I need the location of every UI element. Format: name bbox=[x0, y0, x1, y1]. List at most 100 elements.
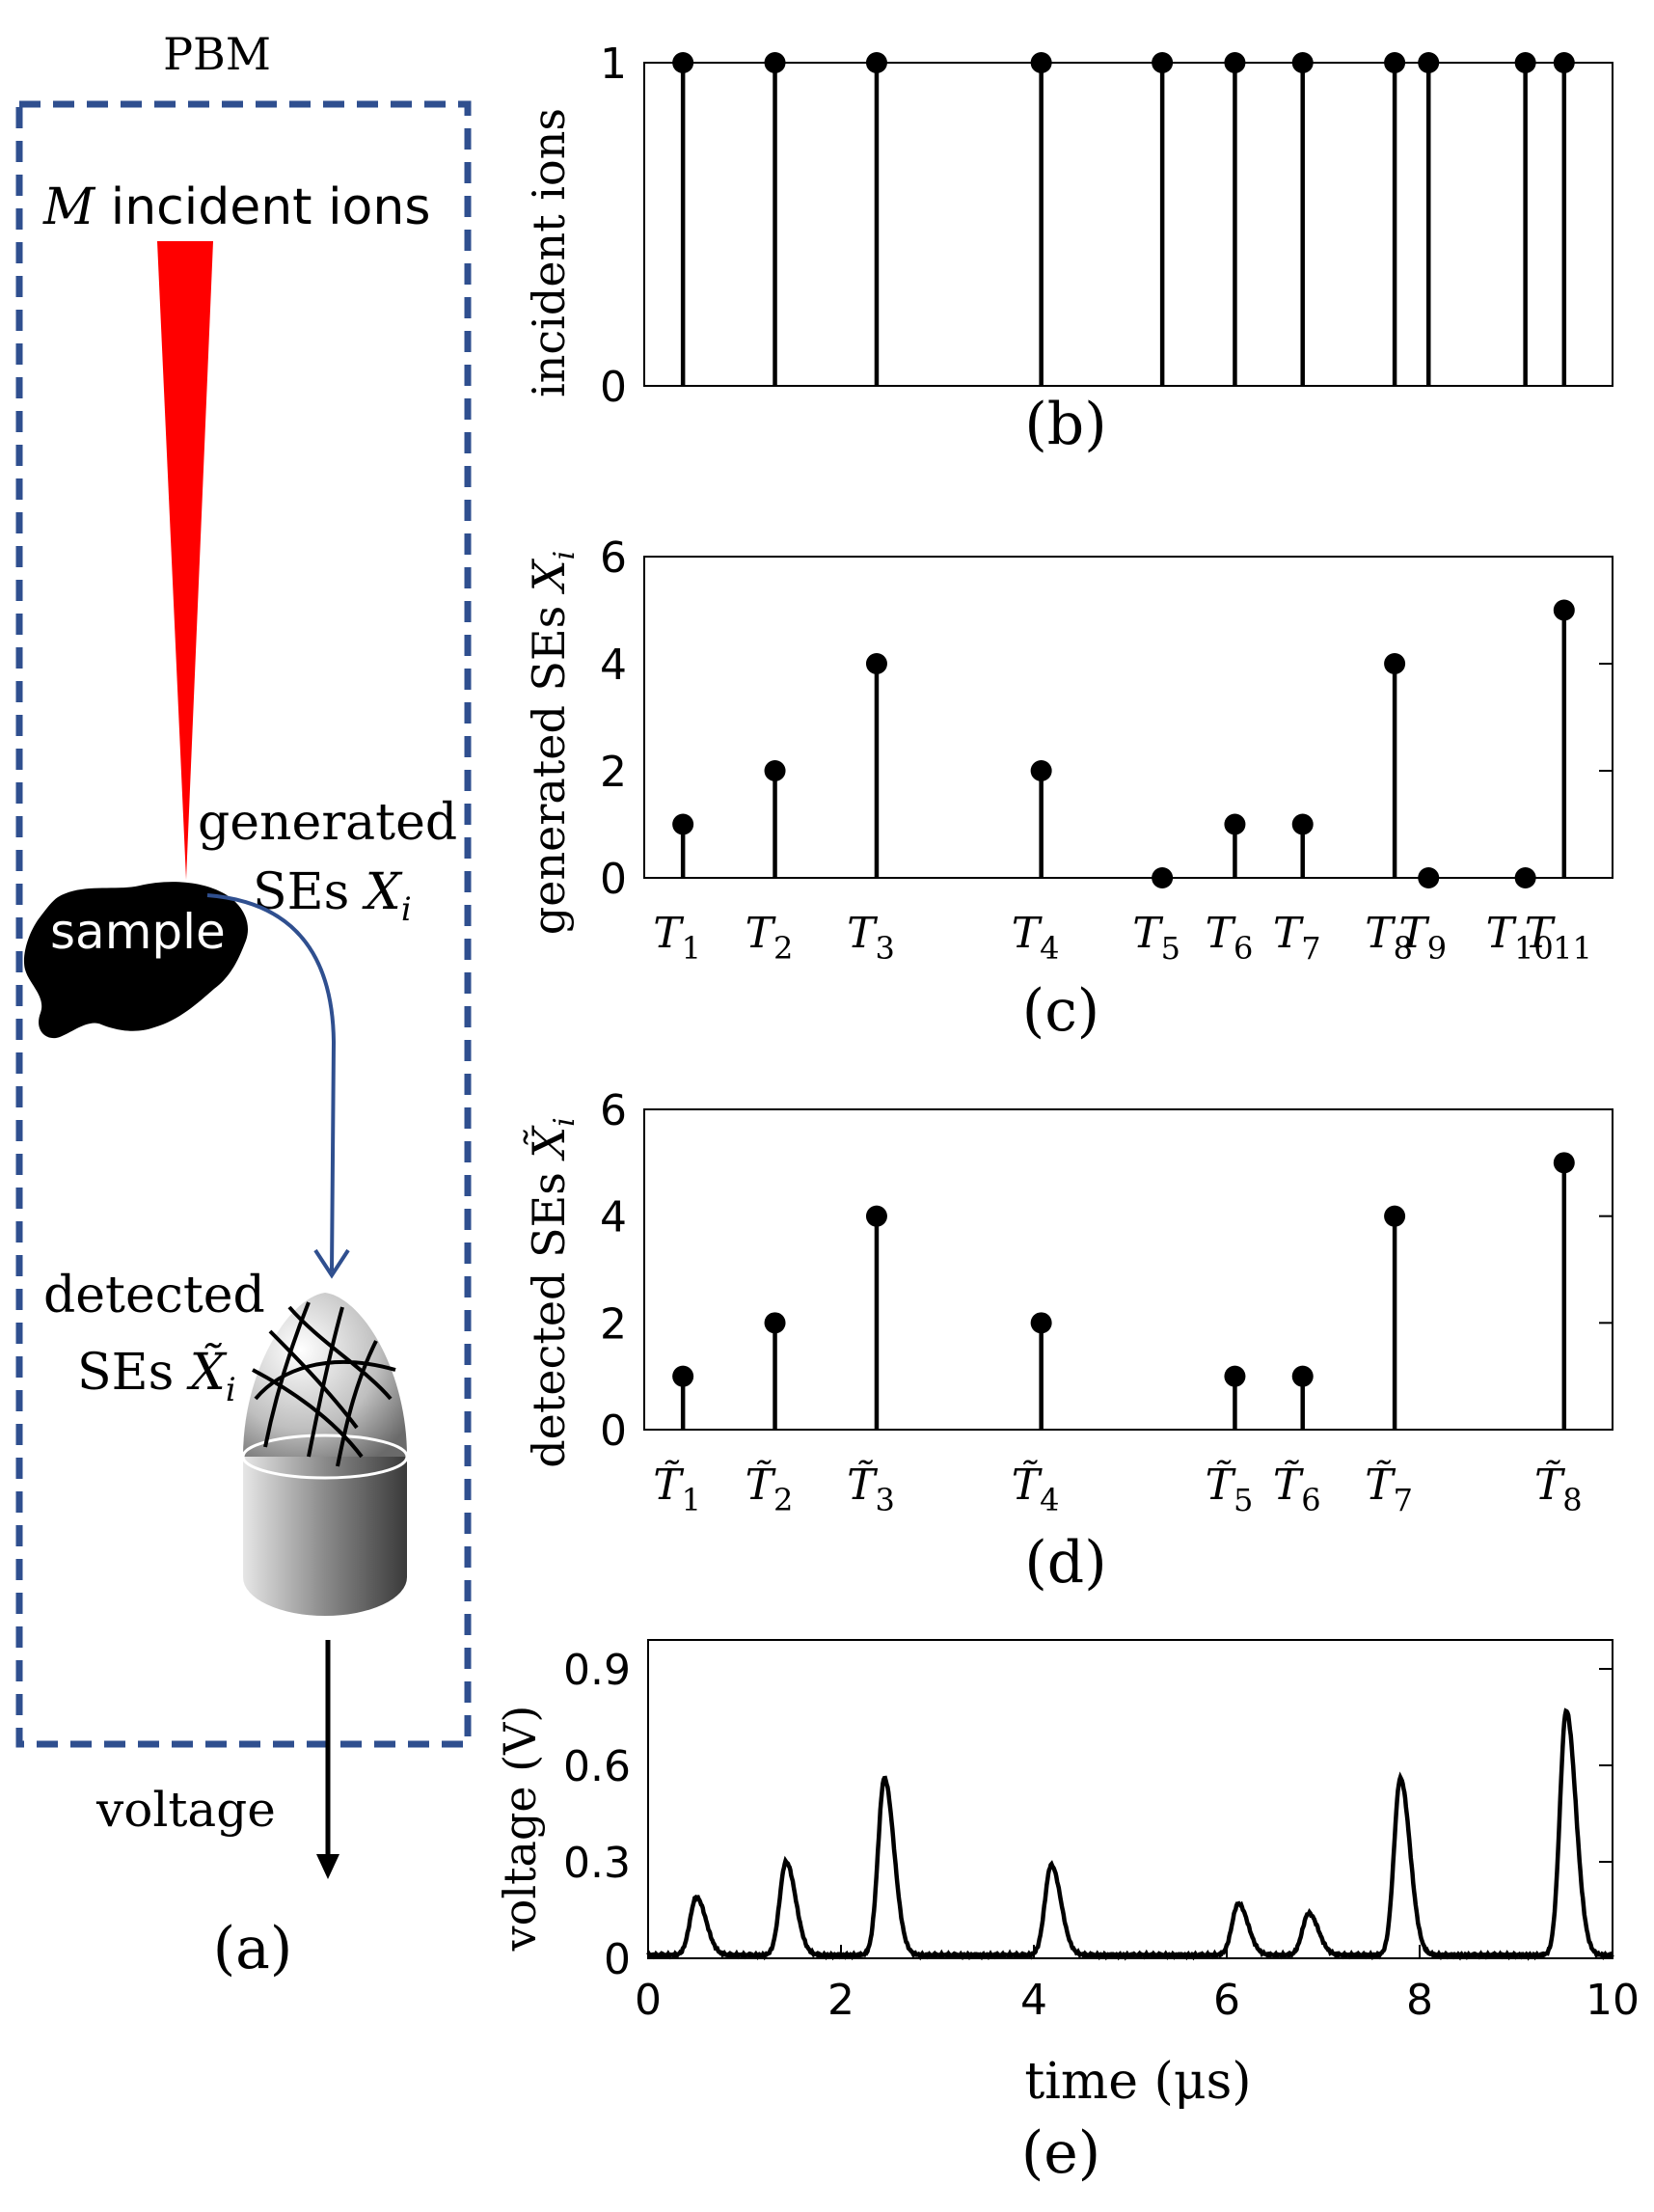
chart-c-frame bbox=[643, 556, 1613, 879]
voltage-output-arrowhead bbox=[316, 1854, 339, 1879]
chart-d-frame bbox=[643, 1108, 1613, 1431]
detected-label-line2: SEs X̃i bbox=[77, 1343, 236, 1409]
chart-b-ylabel: incident ions bbox=[523, 108, 575, 397]
chart-e-ylabel: voltage (V) bbox=[494, 1706, 546, 1953]
se-path-arrowhead bbox=[313, 1248, 350, 1279]
stem-marker bbox=[764, 1312, 786, 1334]
chart-b-frame bbox=[643, 62, 1613, 387]
chart-d-stems bbox=[672, 1152, 1575, 1430]
stem-marker bbox=[672, 813, 694, 835]
y-tick-label: 0 bbox=[600, 363, 627, 412]
x-tick-label: T̃2 bbox=[746, 1459, 794, 1518]
x-tick-label: T5 bbox=[1132, 909, 1180, 967]
x-tick-label: T7 bbox=[1273, 909, 1321, 967]
panel-b-chart: 01 incident ions (b) bbox=[523, 40, 1613, 458]
sample-label: sample bbox=[50, 904, 226, 960]
x-tick-label: T6 bbox=[1206, 909, 1254, 967]
y-tick-label: 0 bbox=[600, 1406, 627, 1456]
stem-marker bbox=[1030, 1312, 1052, 1334]
sample-blob bbox=[23, 882, 249, 1039]
stem-marker bbox=[1553, 599, 1575, 621]
stem-marker bbox=[1418, 52, 1440, 73]
y-tick-label: 0 bbox=[600, 855, 627, 904]
panel-d-chart: 0 2 4 6 T̃1 T̃2 T̃3 T̃4 T̃5 T̃6 T̃7 T̃8 detected S… bbox=[523, 1086, 1613, 1597]
chart-c-ylabel: generated SEs Xi bbox=[523, 551, 582, 935]
y-tick-label: 1 bbox=[600, 40, 627, 89]
y-tick-label: 0.6 bbox=[563, 1742, 631, 1791]
stem-marker bbox=[1514, 867, 1536, 888]
stem-marker bbox=[865, 52, 887, 73]
y-tick-label: 0.9 bbox=[563, 1646, 631, 1695]
stem-marker bbox=[1224, 1365, 1246, 1387]
detector-icon bbox=[241, 1293, 409, 1616]
stem-marker bbox=[672, 52, 694, 73]
y-tick-label: 4 bbox=[600, 1193, 627, 1243]
x-tick-label: T̃3 bbox=[847, 1459, 895, 1518]
x-tick-label: T̃1 bbox=[653, 1459, 701, 1518]
x-tick-label: T̃5 bbox=[1206, 1459, 1254, 1518]
chart-e-ticks: 0 0.3 0.6 0.9 0 2 4 6 8 10 bbox=[563, 1646, 1640, 2025]
x-tick-label: T10 bbox=[1486, 909, 1554, 967]
stem-marker bbox=[865, 1205, 887, 1227]
panel-e-chart: 00.30.60.90 2 4 6 8 10 voltage (V) time (μs) … bbox=[494, 1639, 1640, 2187]
stem-marker bbox=[764, 760, 786, 781]
x-tick-label: T9 bbox=[1398, 909, 1447, 967]
caption-e: (e) bbox=[1021, 2119, 1100, 2187]
stem-marker bbox=[1291, 52, 1314, 73]
stem-marker bbox=[1384, 1205, 1406, 1227]
y-tick-label: 2 bbox=[600, 748, 627, 797]
y-tick-label: 6 bbox=[600, 533, 627, 583]
chart-e-frame bbox=[647, 1639, 1613, 1959]
chart-c-y-ticks: 0 2 4 6 bbox=[600, 533, 1613, 904]
x-tick-label: 0 bbox=[635, 1976, 662, 2025]
y-tick-label: 0.3 bbox=[563, 1839, 631, 1888]
ion-beam bbox=[157, 241, 213, 880]
caption-c: (c) bbox=[1022, 977, 1099, 1045]
generated-label-line2: SEs Xi bbox=[253, 863, 412, 929]
y-tick-label: 4 bbox=[600, 641, 627, 690]
x-tick-label: 8 bbox=[1406, 1976, 1433, 2025]
stem-marker bbox=[764, 52, 786, 73]
caption-d: (d) bbox=[1024, 1529, 1106, 1597]
voltage-output-label: voltage bbox=[95, 1782, 276, 1838]
x-tick-label: 6 bbox=[1213, 1976, 1240, 2025]
stem-marker bbox=[1384, 52, 1406, 73]
stem-marker bbox=[1553, 52, 1575, 73]
stem-marker bbox=[1291, 1365, 1314, 1387]
x-tick-label: T1 bbox=[653, 909, 701, 967]
chart-d-y-ticks: 0 2 4 6 bbox=[600, 1086, 1613, 1456]
chart-e-voltage-trace bbox=[646, 1707, 1614, 1961]
caption-b: (b) bbox=[1024, 391, 1106, 458]
x-tick-label: T2 bbox=[746, 909, 794, 967]
x-tick-label: 2 bbox=[827, 1976, 854, 2025]
y-tick-label: 6 bbox=[600, 1086, 627, 1135]
stem-marker bbox=[1152, 867, 1174, 888]
stem-marker bbox=[1152, 52, 1174, 73]
y-tick-label: 2 bbox=[600, 1299, 627, 1349]
stem-marker bbox=[1291, 813, 1314, 835]
incident-ions-label: M incident ions bbox=[42, 178, 430, 236]
x-tick-label: T11 bbox=[1525, 909, 1592, 967]
stem-marker bbox=[1553, 1152, 1575, 1174]
chart-c-stems bbox=[672, 599, 1575, 888]
chart-e-xlabel: time (μs) bbox=[1024, 2053, 1251, 2111]
stem-marker bbox=[1030, 760, 1052, 781]
x-tick-label: T8 bbox=[1365, 909, 1413, 967]
stem-marker bbox=[1384, 653, 1406, 674]
stem-marker bbox=[1224, 52, 1246, 73]
stem-marker bbox=[672, 1365, 694, 1387]
chart-b-y-ticks: 01 bbox=[600, 40, 1613, 412]
generated-label-line1: generated bbox=[198, 794, 457, 852]
chart-d-ylabel: detected SEs X̃i bbox=[523, 1117, 582, 1468]
y-tick-label: 0 bbox=[604, 1935, 631, 1984]
detected-label-line1: detected bbox=[43, 1267, 265, 1324]
x-tick-label: T̃6 bbox=[1273, 1459, 1321, 1518]
stem-marker bbox=[1418, 867, 1440, 888]
caption-a: (a) bbox=[213, 1915, 293, 1982]
x-tick-label: T4 bbox=[1012, 909, 1060, 967]
se-path-arrow bbox=[206, 893, 337, 1272]
stem-marker bbox=[1224, 813, 1246, 835]
